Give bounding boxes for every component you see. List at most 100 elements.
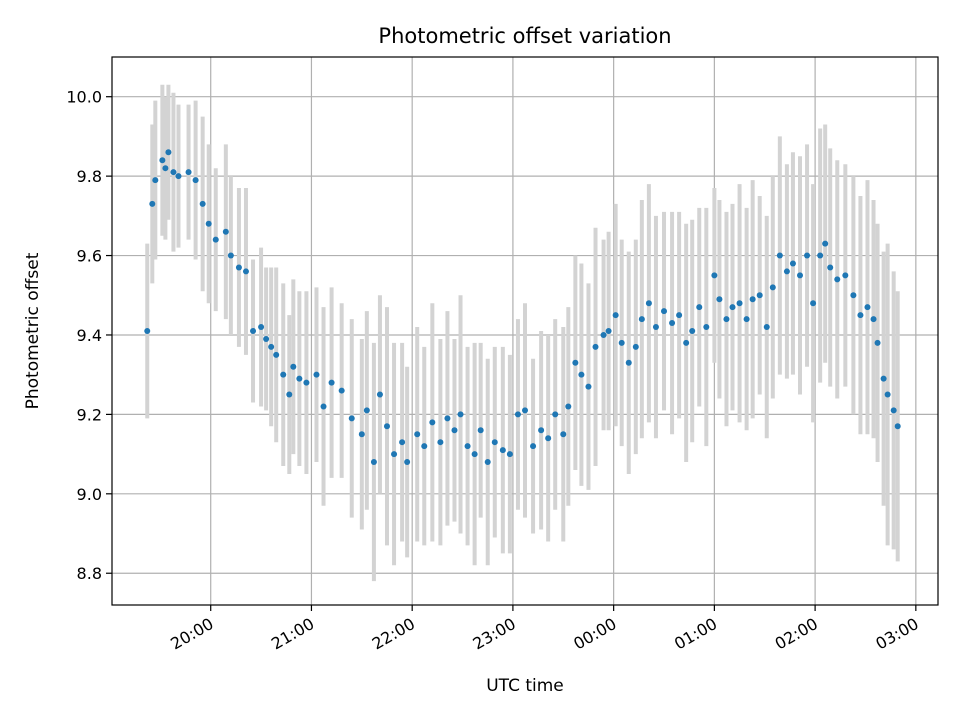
data-point (743, 316, 750, 323)
data-point (711, 272, 718, 279)
data-point (600, 331, 607, 338)
data-point (222, 228, 229, 235)
data-point (683, 339, 690, 346)
data-point (834, 276, 841, 283)
y-tick-label: 8.8 (77, 564, 102, 583)
data-point (763, 324, 770, 331)
data-point (437, 439, 444, 446)
data-point (870, 316, 877, 323)
data-point (723, 316, 730, 323)
data-point (258, 324, 265, 331)
data-point (250, 328, 257, 334)
y-axis-ticks: 8.8 9.0 9.2 9.4 9.6 9.8 10.0 (66, 88, 112, 583)
data-point (880, 375, 887, 382)
data-point (444, 415, 451, 422)
data-point (391, 451, 398, 458)
data-point (162, 165, 169, 172)
y-tick-label: 10.0 (66, 88, 102, 107)
data-point (421, 443, 428, 450)
data-point (842, 272, 849, 279)
data-point (429, 419, 436, 426)
x-tick-label: 21:00 (268, 614, 317, 654)
error-bars (145, 84, 900, 582)
data-point (703, 324, 710, 331)
data-point (235, 264, 242, 271)
data-point (864, 304, 871, 311)
x-axis-label: UTC time (486, 676, 564, 696)
data-point (827, 264, 834, 271)
data-point (632, 343, 639, 350)
data-point (661, 308, 668, 315)
y-axis-label: Photometric offset (23, 252, 43, 409)
data-point (810, 300, 817, 307)
data-point (514, 411, 521, 418)
data-point (652, 324, 659, 331)
data-point (645, 300, 652, 307)
data-point (669, 320, 676, 327)
data-point (290, 363, 297, 370)
data-point (756, 292, 763, 299)
data-point (565, 403, 572, 410)
data-point (736, 300, 743, 307)
data-point (457, 411, 464, 418)
data-point (149, 200, 156, 207)
data-point (783, 268, 790, 275)
data-point (506, 451, 513, 458)
data-point (471, 451, 478, 458)
data-point (874, 339, 881, 346)
x-tick-label: 01:00 (671, 614, 720, 654)
data-point (560, 431, 567, 438)
x-tick-label: 03:00 (872, 614, 921, 654)
data-point (625, 359, 632, 366)
data-point (605, 328, 612, 334)
data-point (585, 383, 592, 390)
x-tick-label: 02:00 (772, 614, 821, 654)
data-point (729, 304, 736, 311)
data-point (484, 459, 491, 466)
data-point (522, 407, 528, 414)
data-point (159, 157, 166, 164)
data-point (227, 252, 234, 259)
data-point (477, 427, 484, 434)
data-point (857, 312, 864, 319)
data-point (328, 379, 335, 386)
data-point (884, 391, 891, 398)
chart-title: Photometric offset variation (378, 24, 671, 48)
data-point (716, 296, 723, 303)
data-point (192, 177, 199, 184)
data-point (769, 284, 776, 291)
data-point (383, 423, 390, 430)
data-point (676, 312, 683, 319)
data-point (242, 268, 249, 275)
x-axis-ticks: 20:00 21:00 22:00 23:00 00:00 01:00 02:00 03:00 (167, 605, 922, 654)
data-point (552, 411, 559, 418)
data-point (263, 335, 270, 342)
data-point (170, 169, 177, 176)
data-point (286, 391, 293, 398)
data-point (296, 375, 303, 382)
data-point (273, 351, 280, 358)
data-point (320, 403, 327, 410)
data-point (578, 371, 585, 378)
data-point (499, 447, 506, 454)
data-point (338, 387, 345, 394)
data-point (165, 149, 172, 156)
y-tick-label: 9.6 (77, 247, 102, 266)
data-point (545, 435, 552, 442)
data-point (689, 328, 696, 334)
data-point (538, 427, 545, 434)
data-point (185, 169, 192, 176)
data-point (796, 272, 803, 279)
data-point (212, 236, 219, 243)
data-point (822, 240, 829, 247)
x-tick-label: 23:00 (469, 614, 518, 654)
x-tick-label: 00:00 (570, 614, 619, 654)
plot-frame (111, 56, 939, 606)
data-point (205, 220, 212, 227)
data-point (749, 296, 756, 303)
data-point (464, 443, 471, 450)
y-tick-label: 9.0 (77, 485, 102, 504)
data-point (363, 407, 370, 414)
data-point (592, 343, 599, 350)
